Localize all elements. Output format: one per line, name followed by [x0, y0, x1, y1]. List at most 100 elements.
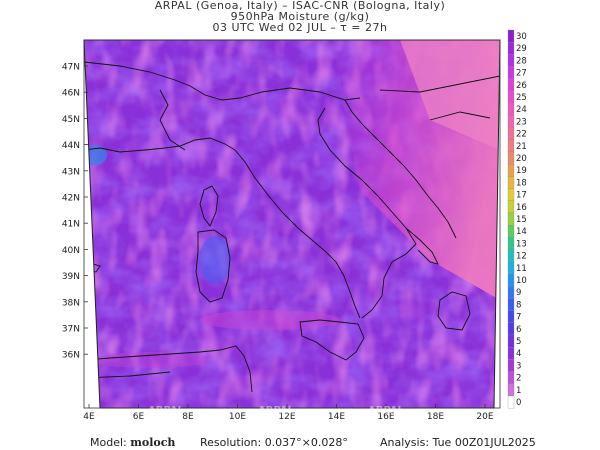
- footer-analysis: Analysis: Tue 00Z01JUL2025: [380, 436, 536, 449]
- colorbar-label: 15: [516, 215, 527, 225]
- balkan-border: [379, 75, 500, 93]
- colorbar-label: 19: [516, 166, 527, 176]
- moisture-field: [84, 40, 500, 408]
- lon-tick-label: 4E: [83, 412, 95, 422]
- colorbar-label: 7: [516, 313, 521, 323]
- greece-west: [437, 291, 471, 331]
- italy-west-coast: [234, 149, 361, 319]
- lon-tick-label: 10E: [229, 412, 246, 422]
- axes-frame: [83, 39, 501, 409]
- field-south-band: [90, 352, 210, 368]
- colorbar-swatch: [507, 164, 515, 177]
- colorbar-label: 26: [516, 81, 527, 91]
- latitude-ticks: 47N 46N 45N 44N 43N 42N 41N 40N 39N 38N 37N 36N: [62, 63, 88, 361]
- coastlines: [84, 61, 500, 393]
- colorbar-swatch: [507, 139, 515, 153]
- colorbar-swatch: [507, 127, 515, 140]
- lon-tick-label: 8E: [182, 412, 194, 422]
- colorbar-label: 0: [516, 398, 521, 408]
- sicily: [299, 319, 365, 361]
- colorbar-swatch: [507, 261, 515, 275]
- colorbar-swatch: [507, 334, 515, 348]
- colorbar-label: 23: [516, 117, 527, 127]
- north-africa-coast: [84, 345, 253, 393]
- alpine-border: [84, 61, 361, 101]
- colorbar-swatch: [507, 322, 515, 336]
- colorbar-label: 20: [516, 154, 527, 164]
- colorbar-label: 13: [516, 239, 527, 249]
- colorbar-swatch: [507, 371, 515, 384]
- colorbar-label: 16: [516, 203, 527, 213]
- lon-tick-label: 6E: [133, 412, 145, 422]
- header-line-2: 950hPa Moisture (g/kg): [230, 10, 370, 23]
- colorbar-swatch: [507, 286, 515, 299]
- colorbar-swatch: [507, 115, 515, 128]
- analysis-label: Analysis:: [380, 436, 430, 449]
- colorbar-label: 30: [516, 32, 527, 42]
- lat-tick-label: 37N: [62, 325, 80, 335]
- colorbar-label: 18: [516, 178, 527, 188]
- watermark-text: ARPAL: [368, 405, 405, 416]
- lon-tick-label: 18E: [427, 412, 444, 422]
- field-balkans-peak: [400, 40, 500, 150]
- colorbar-label: 12: [516, 252, 527, 262]
- apulia-heel: [405, 227, 439, 265]
- balkan-inner-border: [429, 111, 491, 121]
- colorbar-swatch: [507, 42, 515, 55]
- colorbar-swatch: [507, 347, 515, 360]
- footer-model: Model: moloch: [90, 436, 175, 449]
- colorbar-swatch: [507, 90, 515, 104]
- colorbar-swatch: [507, 212, 515, 226]
- colorbar-swatch: [507, 54, 515, 67]
- italy-east-coast: [317, 107, 417, 319]
- colorbar-swatch: [507, 176, 515, 189]
- colorbar-label: 3: [516, 361, 521, 371]
- colorbar-swatch: [507, 237, 515, 250]
- resolution-value: 0.037°×0.028°: [264, 436, 348, 449]
- colorbar-label: 1: [516, 386, 521, 396]
- colorbar-swatch: [507, 298, 515, 311]
- colorbar-swatch: [507, 200, 515, 214]
- lat-tick-label: 36N: [62, 351, 80, 361]
- lat-tick-label: 46N: [62, 89, 80, 99]
- lon-tick-label: 12E: [278, 412, 295, 422]
- lon-tick-label: 16E: [377, 412, 394, 422]
- colorbar-label: 17: [516, 191, 527, 201]
- colorbar-swatch: [507, 310, 515, 323]
- corsica: [199, 185, 219, 227]
- colorbar-swatch: [507, 395, 515, 409]
- colorbar: 3029282726252423222120191817161514131211…: [507, 29, 527, 409]
- colorbar-swatch: [507, 273, 515, 287]
- colorbar-label: 22: [516, 130, 527, 140]
- colorbar-label: 29: [516, 44, 527, 54]
- colorbar-label: 9: [516, 288, 521, 298]
- resolution-label: Resolution:: [200, 436, 262, 449]
- colorbar-swatch: [507, 78, 515, 92]
- colorbar-swatch: [507, 383, 515, 397]
- longitude-ticks: 4E 6E 8E 10E 12E 14E 16E 18E 20E: [83, 404, 494, 422]
- colorbar-label: 10: [516, 276, 527, 286]
- colorbar-label: 4: [516, 349, 521, 359]
- model-value: moloch: [130, 436, 176, 449]
- lat-tick-label: 41N: [62, 220, 80, 230]
- colorbar-label: 14: [516, 227, 527, 237]
- watermark-text: ARPAL: [258, 405, 295, 416]
- algeria-border: [84, 371, 171, 379]
- analysis-value: Tue 00Z01JUL2025: [432, 436, 536, 449]
- colorbar-swatch: [507, 66, 515, 79]
- lat-tick-label: 45N: [62, 115, 80, 125]
- colorbar-label: 27: [516, 69, 527, 79]
- header-line-1: ARPAL (Genoa, Italy) – ISAC-CNR (Bologna…: [154, 0, 446, 12]
- lat-tick-label: 39N: [62, 272, 80, 282]
- model-label: Model:: [90, 436, 127, 449]
- lat-tick-label: 38N: [62, 298, 80, 308]
- lat-tick-label: 44N: [62, 141, 80, 151]
- colorbar-label: 28: [516, 56, 527, 66]
- field-tyrrhenian-band: [200, 310, 340, 330]
- colorbar-swatch: [507, 359, 515, 372]
- sardinia: [195, 229, 231, 303]
- colorbar-swatch: [507, 103, 515, 116]
- riviera-coast: [84, 137, 236, 153]
- field-gulf-lion-low: [84, 145, 107, 165]
